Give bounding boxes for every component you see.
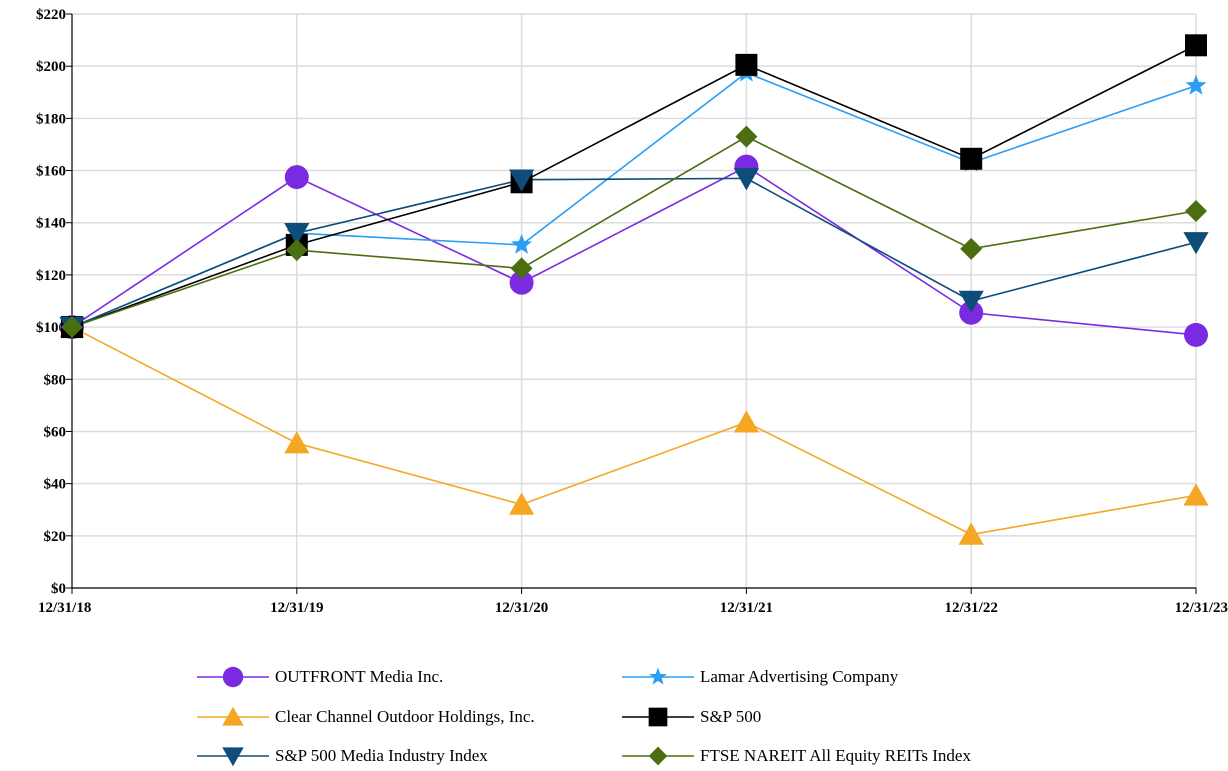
series-markers	[59, 34, 1209, 545]
series-line-triangle-down	[71, 177, 1197, 328]
data-point-star	[511, 233, 533, 254]
y-tick-label: $40	[44, 477, 67, 493]
x-tick-labels: 12/31/18 12/31/19 12/31/20 12/31/21 12/31/22…	[38, 600, 1228, 616]
series-line-diamond	[71, 135, 1197, 328]
series-line-triangle-up	[71, 326, 1197, 536]
x-tick-label: 12/31/18	[38, 600, 91, 616]
y-tick-label: $80	[44, 372, 67, 388]
y-tick-label: $0	[51, 581, 66, 597]
y-tick-label: $160	[36, 164, 66, 180]
y-tick-label: $220	[36, 7, 66, 23]
data-point-diamond	[285, 239, 308, 262]
data-point-star	[1185, 74, 1207, 95]
data-point-triangle-up	[284, 431, 310, 454]
data-point-triangle-down	[509, 169, 535, 192]
y-tick-label: $180	[36, 111, 66, 127]
data-point-circle	[509, 270, 534, 295]
data-point-diamond	[61, 316, 83, 339]
data-point-triangle-down	[958, 290, 984, 313]
data-point-triangle-down	[284, 222, 310, 246]
y-tick-label: $60	[44, 424, 67, 440]
x-tick-label: 12/31/22	[945, 600, 998, 616]
series-line-circle	[71, 165, 1197, 336]
data-point-triangle-up	[1183, 483, 1209, 506]
grid-lines	[72, 13, 1197, 588]
data-point-triangle-up	[509, 492, 535, 515]
data-point-circle	[284, 165, 309, 190]
data-point-square	[960, 147, 983, 170]
x-tick-label: 12/31/19	[270, 600, 323, 616]
data-point-square	[1185, 34, 1207, 57]
data-point-triangle-down	[1183, 232, 1209, 255]
series-line-star	[71, 71, 1197, 328]
x-tick-label: 12/31/20	[495, 600, 548, 616]
y-tick-label: $200	[36, 59, 66, 75]
data-point-diamond	[1185, 199, 1207, 222]
y-tick-label: $140	[36, 216, 66, 232]
y-tick-label: $20	[44, 529, 67, 545]
x-tick-label: 12/31/23	[1175, 600, 1228, 616]
x-tick-label: 12/31/21	[720, 600, 773, 616]
data-point-diamond	[960, 237, 983, 260]
y-tick-label: $100	[36, 320, 66, 336]
series-lines	[71, 44, 1197, 536]
data-point-circle	[1184, 322, 1208, 347]
data-point-triangle-up	[958, 522, 984, 545]
data-point-square	[735, 53, 758, 76]
data-point-diamond	[735, 125, 758, 148]
axes	[66, 13, 1197, 594]
y-tick-labels: $0 $20 $40 $60 $80 $100 $120 $140 $160 $180 $200 $2…	[36, 7, 66, 597]
series-line-square	[71, 44, 1197, 328]
y-tick-label: $120	[36, 268, 66, 284]
data-point-triangle-down	[733, 168, 759, 191]
data-point-triangle-up	[733, 410, 759, 433]
data-point-diamond	[510, 257, 533, 280]
